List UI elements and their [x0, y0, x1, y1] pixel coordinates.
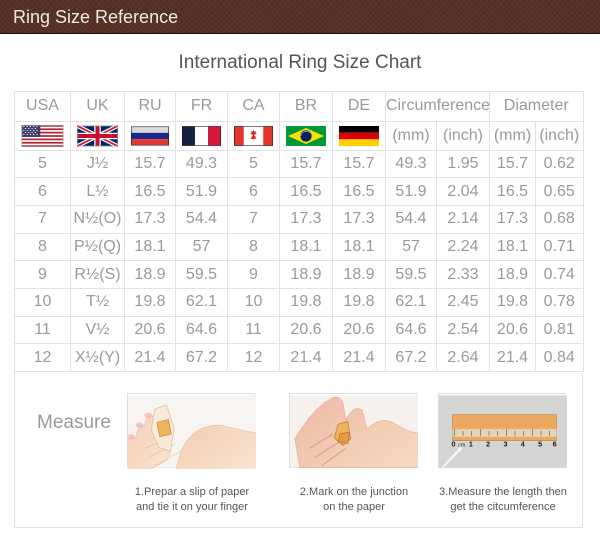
svg-text:1: 1 — [469, 439, 473, 448]
svg-text:5: 5 — [538, 439, 542, 448]
svg-text:6: 6 — [553, 439, 557, 448]
svg-text:4: 4 — [521, 439, 525, 448]
svg-text:2: 2 — [486, 439, 490, 448]
svg-text:3: 3 — [503, 439, 507, 448]
svg-text:0: 0 — [452, 439, 456, 448]
